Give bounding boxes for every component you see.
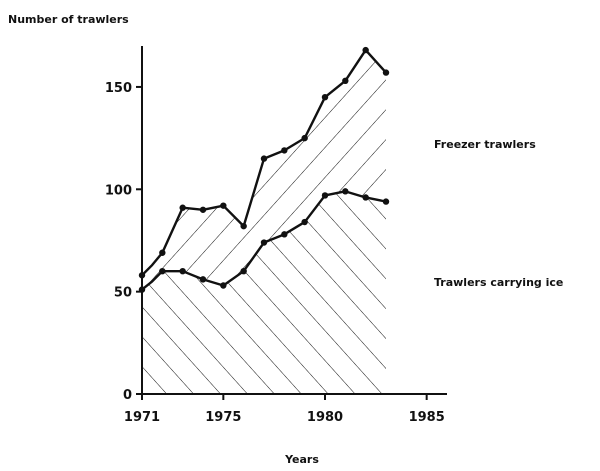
x-tick-label: 1985 (409, 410, 445, 425)
y-tick-label: 50 (114, 286, 132, 301)
freezer-series-point (179, 204, 186, 211)
ice-series-line (141, 190, 387, 291)
ice-series-point (321, 192, 329, 199)
ice-series-point (342, 188, 349, 195)
ice-series-point (382, 198, 390, 205)
freezer-series-point (342, 77, 349, 85)
ice-series-point (260, 239, 268, 246)
ice-series-point (179, 267, 186, 275)
x-axis-title: Years (284, 453, 319, 466)
ice-series-point (159, 267, 166, 275)
x-axis-ticks: 1971 1975 1980 1985 (124, 394, 445, 425)
legend-label-ice: Trawlers carrying ice (434, 276, 563, 289)
freezer-series-point (362, 46, 369, 54)
area-fills (142, 50, 386, 394)
freezer-series-point (382, 69, 390, 76)
y-tick-label: 150 (105, 81, 132, 96)
y-axis-title: Number of trawlers (8, 13, 129, 26)
freezer-area (142, 50, 386, 290)
freezer-series-point (301, 134, 308, 142)
y-axis-ticks: 0 50 100 150 (105, 81, 142, 403)
ice-series-point (281, 231, 288, 238)
freezer-series-point (220, 202, 227, 209)
freezer-series-point (138, 272, 146, 279)
freezer-series-point (321, 93, 329, 101)
x-tick-label: 1980 (307, 410, 343, 425)
x-tick-label: 1975 (205, 410, 241, 425)
freezer-series-point (281, 147, 288, 154)
series-lines (138, 46, 390, 293)
ice-series-point (138, 286, 146, 293)
y-tick-label: 100 (105, 183, 132, 198)
ice-area (142, 191, 386, 394)
freezer-series-point (159, 249, 166, 256)
y-tick-label: 0 (123, 388, 132, 403)
ice-series-point (301, 218, 308, 226)
freezer-series-point (199, 206, 207, 213)
axes (141, 46, 447, 395)
freezer-series-point (260, 155, 268, 162)
freezer-series-point (240, 222, 247, 230)
ice-series-point (220, 282, 227, 289)
ice-series-point (362, 194, 369, 201)
ice-series-point (199, 276, 207, 283)
ice-series-point (240, 267, 247, 275)
x-tick-label: 1971 (124, 410, 160, 425)
freezer-series-line (141, 48, 387, 277)
legend-label-freezer: Freezer trawlers (434, 138, 536, 151)
